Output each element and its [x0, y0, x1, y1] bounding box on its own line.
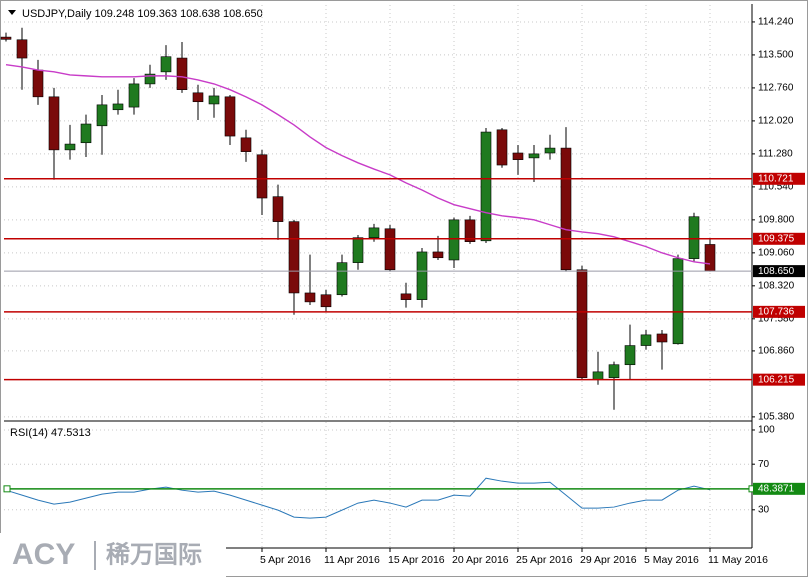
candle-body	[352, 237, 364, 263]
level-label-bg	[753, 172, 805, 185]
candle-body	[624, 345, 636, 366]
y-tick-label: 110.540	[758, 182, 794, 193]
x-tick-label: 5 May 2016	[644, 554, 699, 566]
candle-body	[304, 292, 316, 303]
candle-body	[688, 216, 700, 259]
x-tick-label: 15 Apr 2016	[388, 554, 445, 566]
candle-body	[176, 57, 188, 90]
candle-body	[256, 154, 268, 199]
candle-body	[608, 364, 620, 378]
x-tick-label: 11 Apr 2016	[324, 554, 380, 566]
candle-body	[640, 334, 652, 346]
candle-body	[320, 294, 332, 308]
candle-body	[32, 69, 44, 98]
candle-body	[368, 227, 380, 238]
level-label: 106.215	[758, 374, 795, 385]
candle-body	[560, 147, 572, 271]
candle-body	[16, 39, 28, 59]
candle-body	[80, 123, 92, 144]
level-label-bg	[753, 265, 805, 278]
y-tick-label: 108.320	[758, 280, 795, 291]
candle-body	[288, 221, 300, 294]
candle-body	[240, 137, 252, 152]
x-tick-label: 20 Apr 2016	[452, 554, 509, 566]
logo-bg	[0, 533, 226, 577]
level-label-bg	[753, 373, 805, 386]
rsi-title: RSI(14) 47.5313	[10, 427, 91, 439]
candle-body	[672, 258, 684, 345]
candle-body	[272, 196, 284, 222]
level-label-bg	[753, 232, 805, 245]
x-tick-label: 5 Apr 2016	[260, 554, 311, 566]
menu-arrow[interactable]	[8, 10, 16, 15]
candle-body	[592, 371, 604, 380]
level-label: 107.736	[758, 306, 795, 317]
candle-body	[416, 251, 428, 300]
candle-body	[432, 251, 444, 259]
moving-average	[5, 64, 711, 265]
level-label-bg	[753, 305, 805, 318]
x-tick-label: 25 Apr 2016	[516, 554, 573, 566]
level-label: 48.3871	[758, 483, 795, 494]
y-tick-label: 113.500	[758, 50, 794, 61]
candle-body	[128, 83, 140, 108]
candle-body	[192, 92, 204, 103]
candle-body	[512, 152, 524, 160]
candle-body	[656, 333, 668, 343]
level-label: 108.650	[758, 266, 795, 277]
y-tick-label: 112.760	[758, 83, 794, 94]
level-handle	[3, 485, 11, 493]
candle-body	[400, 293, 412, 300]
candle-body	[448, 219, 460, 261]
candle-body	[48, 96, 60, 151]
candle-body	[704, 244, 716, 272]
candle-body	[464, 219, 476, 242]
y-tick-label: 105.380	[758, 412, 795, 423]
y-tick-label: 109.060	[758, 247, 795, 258]
candle-body	[64, 143, 76, 151]
level-label-bg	[753, 482, 805, 495]
candle-body	[496, 129, 508, 166]
y-tick-label: 106.860	[758, 346, 795, 357]
y-tick-label: 107.580	[758, 313, 795, 324]
y-tick-label: 100	[758, 425, 775, 436]
candle-body	[576, 269, 588, 378]
candle-body	[0, 36, 12, 40]
logo-brand: ACY	[12, 538, 75, 571]
level-label: 110.721	[758, 173, 794, 184]
plot: 114.240 113.500 112.760 112.020 111.280 110.5…	[0, 5, 805, 566]
candle-body	[224, 96, 236, 137]
y-tick-label: 114.240	[758, 17, 794, 28]
y-tick-label: 111.280	[758, 149, 793, 160]
chart-title: USDJPY,Daily 109.248 109.363 108.638 108…	[22, 8, 263, 20]
candle-body	[336, 262, 348, 296]
rsi-line	[5, 477, 711, 519]
x-tick-label: 29 Apr 2016	[580, 554, 637, 566]
logo-cn: 稀万国际	[106, 540, 202, 568]
candle-body	[384, 228, 396, 271]
y-tick-label: 30	[758, 504, 770, 515]
candle-body	[112, 103, 124, 111]
candle-body	[144, 73, 156, 85]
level-label: 109.375	[758, 233, 795, 244]
candle-body	[96, 104, 108, 127]
candle-body	[160, 56, 172, 73]
x-tick-label: 11 May 2016	[708, 554, 768, 566]
y-tick-label: 112.020	[758, 116, 794, 127]
y-tick-label: 109.800	[758, 214, 795, 225]
candle-body	[208, 95, 220, 105]
candle-body	[480, 131, 492, 242]
candle-body	[528, 153, 540, 159]
y-tick-label: 70	[758, 459, 770, 470]
candle-body	[544, 147, 556, 154]
